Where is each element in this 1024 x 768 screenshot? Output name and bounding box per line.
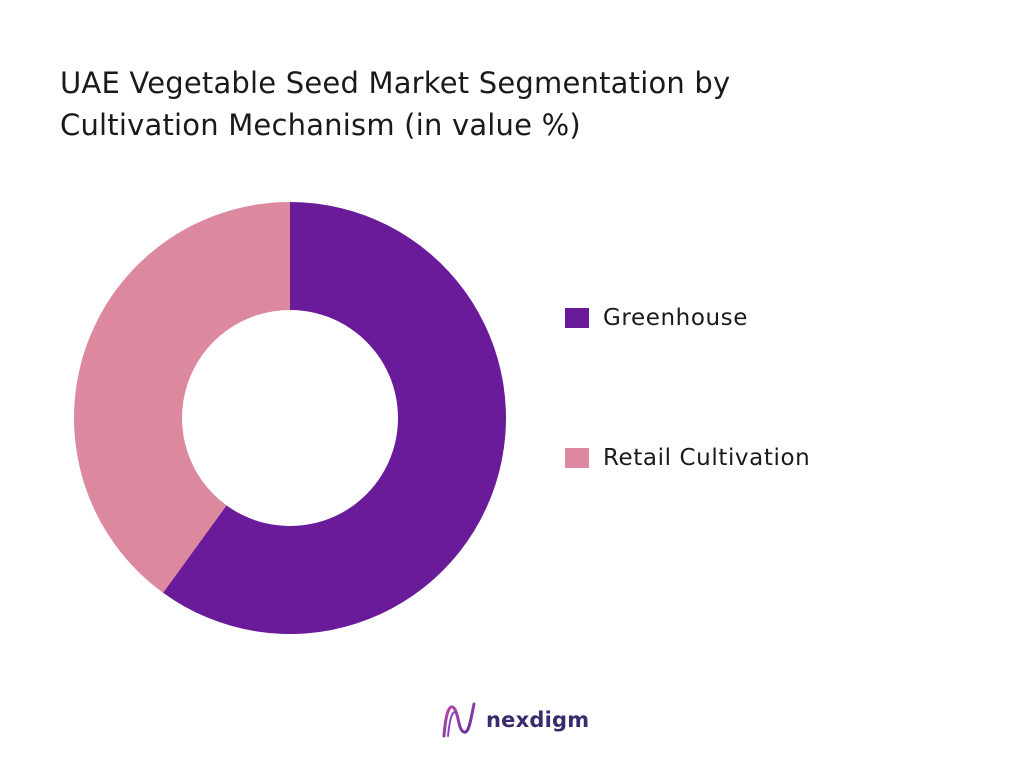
legend-item-greenhouse: Greenhouse (565, 305, 748, 331)
nexdigm-logo-icon (442, 702, 476, 738)
donut-slices (74, 202, 507, 634)
legend-swatch-retail-cultivation (565, 448, 589, 468)
donut-slice-greenhouse (163, 202, 507, 634)
legend-label-greenhouse: Greenhouse (603, 305, 749, 331)
brand-name: nexdigm (486, 708, 590, 732)
legend-label-retail-cultivation: Retail Cultivation (603, 445, 811, 471)
legend-item-retail-cultivation: Retail Cultivation (565, 445, 810, 471)
legend-swatch-greenhouse (565, 308, 589, 328)
brand-logo: nexdigm (440, 700, 589, 740)
chart-title: UAE Vegetable Seed Market Segmentation b… (60, 62, 960, 146)
chart-title-line-2: Cultivation Mechanism (in value %) (60, 108, 581, 142)
donut-slice-retail-cultivation (74, 202, 290, 593)
chart-title-line-1: UAE Vegetable Seed Market Segmentation b… (60, 66, 731, 100)
